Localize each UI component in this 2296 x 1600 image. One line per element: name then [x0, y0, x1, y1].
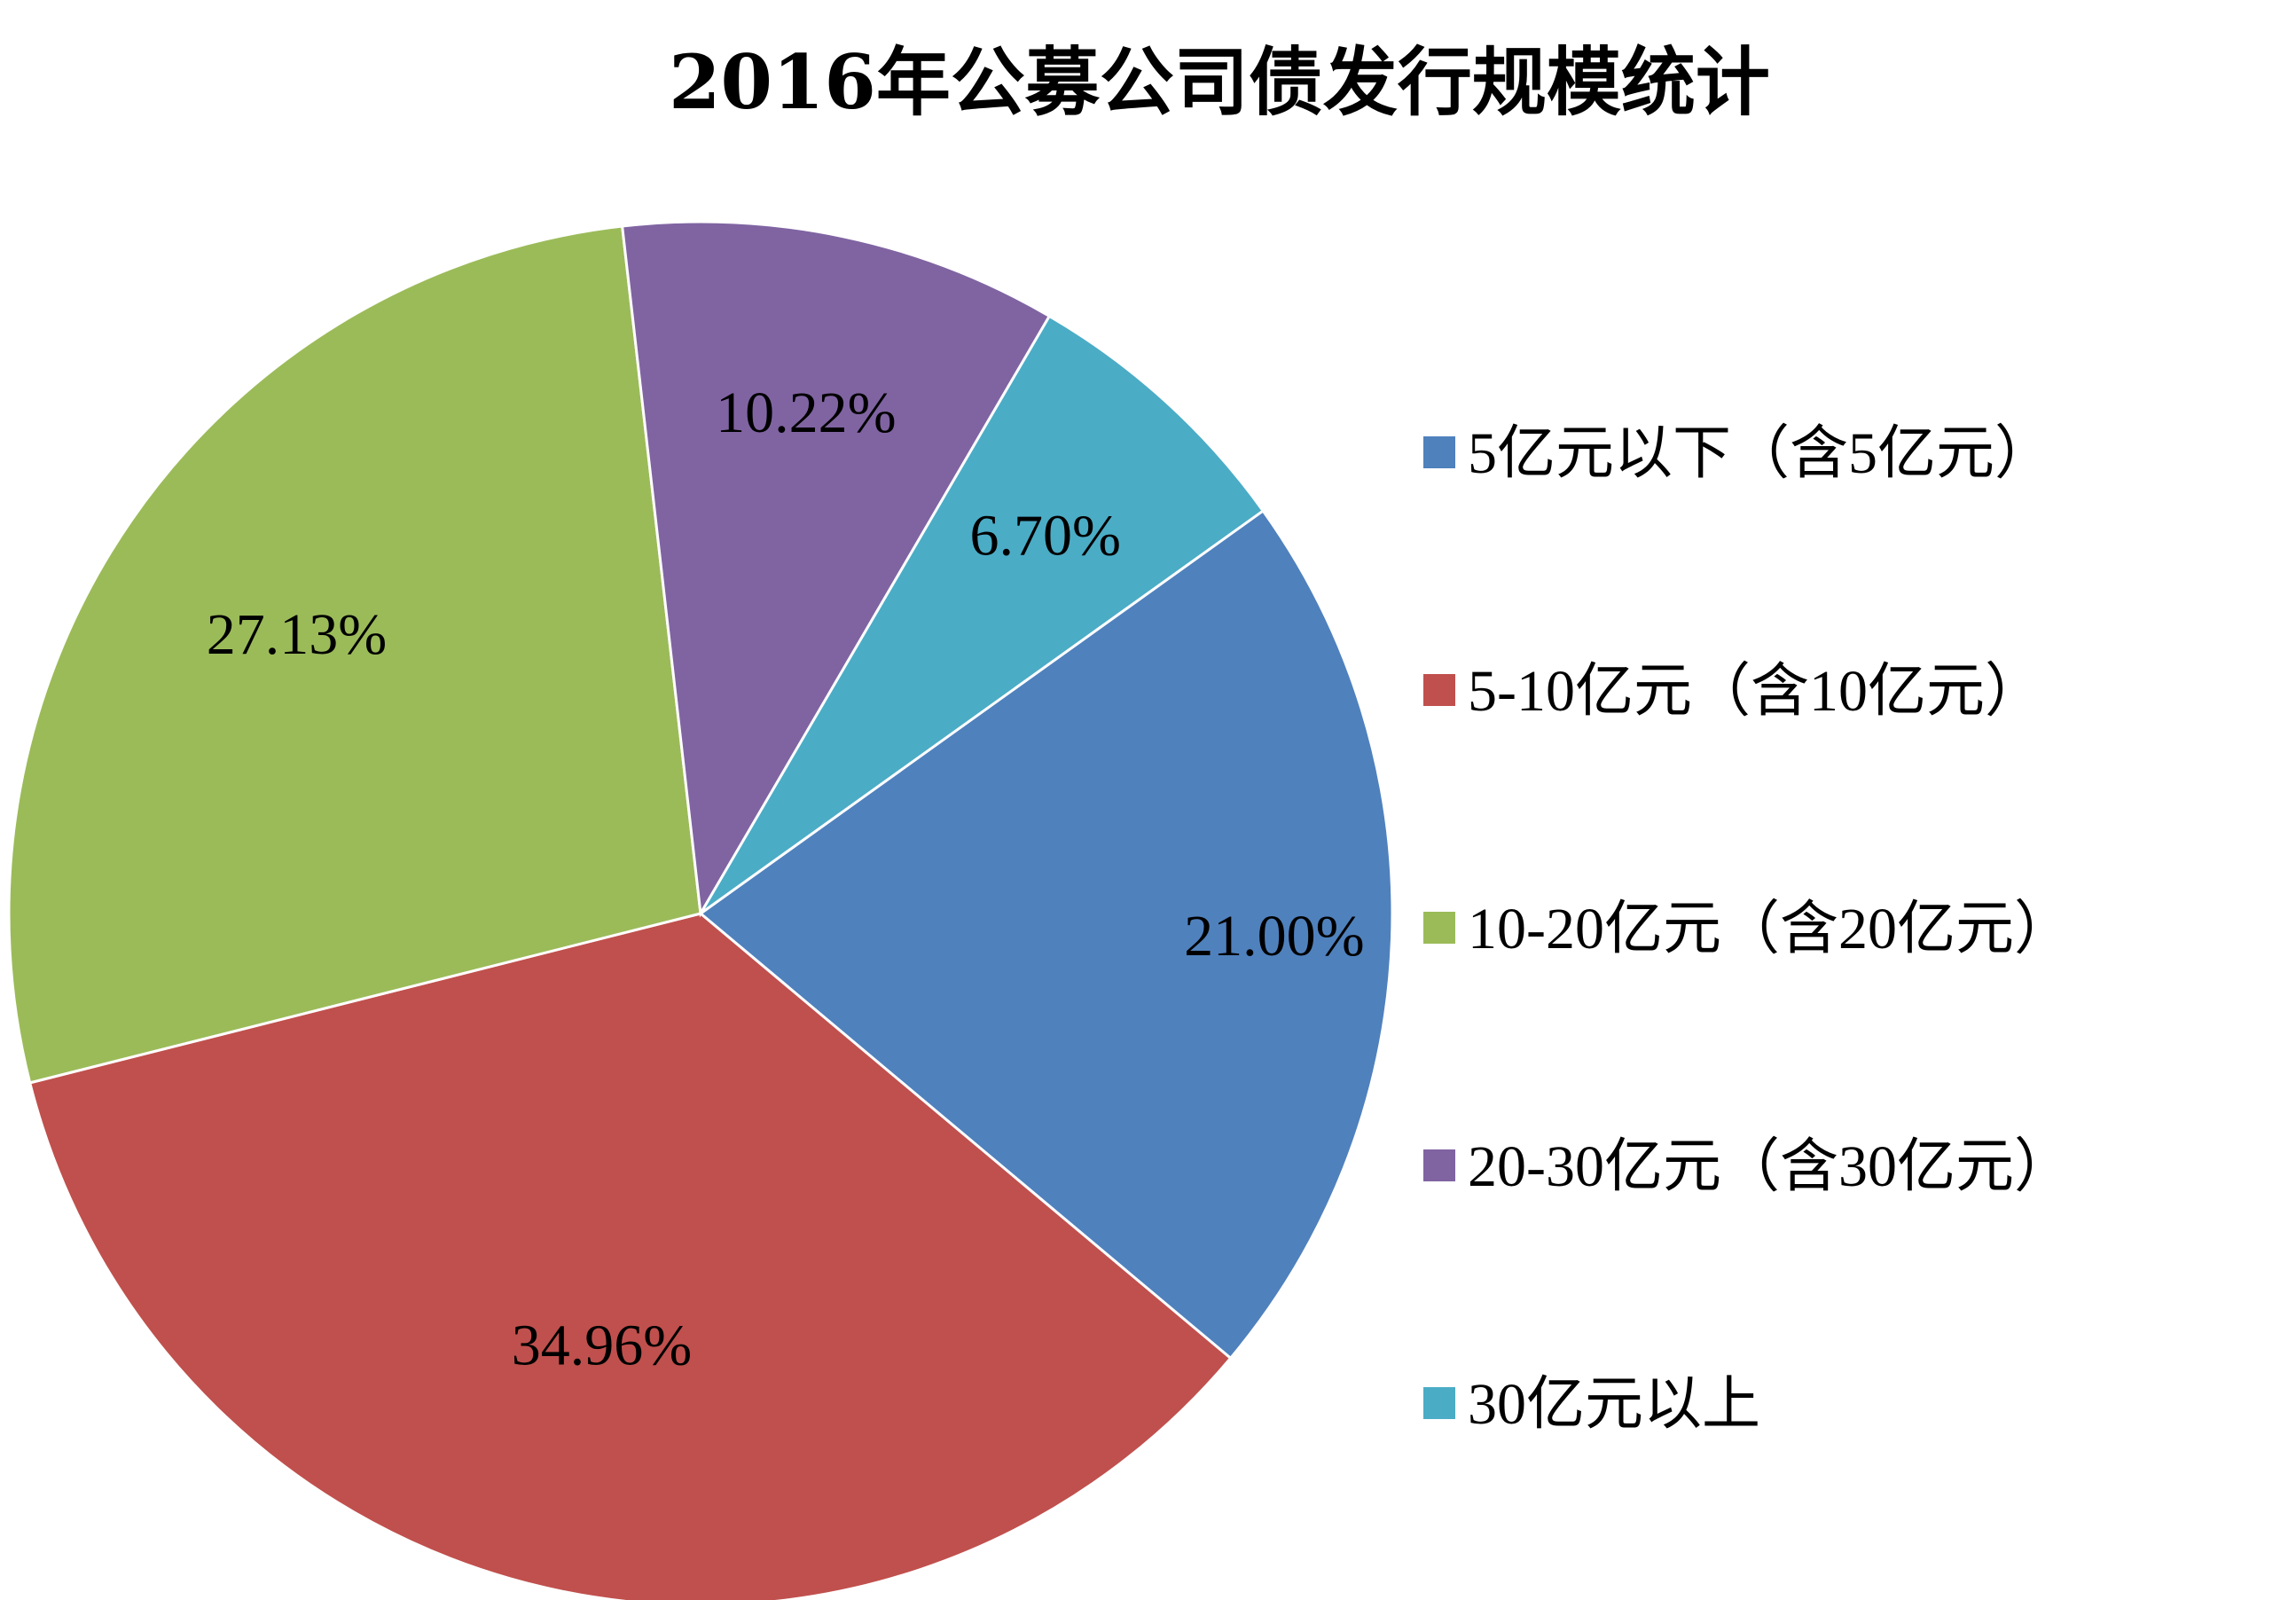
data-label-4: 10.22% [716, 380, 896, 445]
legend-label: 5亿元以下（含5亿元） [1468, 421, 2053, 486]
data-label-1: 21.00% [1184, 904, 1364, 969]
chart-title: 2016年公募公司债发行规模统计 [669, 38, 1770, 126]
pie-slice-4 [620, 220, 1052, 918]
pie-slice-2 [27, 912, 1233, 1600]
legend-item-2: 5-10亿元（含10亿元） [1423, 659, 2043, 724]
pie-slices [7, 220, 1394, 1600]
legend-label: 5-10亿元（含10亿元） [1468, 659, 2043, 724]
legend: 5亿元以下（含5亿元） 5-10亿元（含10亿元） 10-20亿元（含20亿元） 20… [1423, 421, 2073, 1437]
pie-data-labels: 21.00% 34.96% 27.13% 10.22% 6.70% [207, 380, 1365, 1377]
legend-item-3: 10-20亿元（含20亿元） [1423, 897, 2073, 961]
legend-label: 30亿元以上 [1468, 1372, 1760, 1437]
data-label-3: 27.13% [207, 602, 387, 667]
legend-item-5: 30亿元以上 [1423, 1372, 1760, 1437]
legend-label: 10-20亿元（含20亿元） [1468, 897, 2073, 961]
legend-swatch [1423, 1387, 1455, 1419]
legend-swatch [1423, 436, 1455, 468]
data-label-2: 34.96% [512, 1314, 692, 1378]
pie-slice-3 [7, 224, 702, 1085]
legend-swatch [1423, 912, 1455, 944]
legend-item-1: 5亿元以下（含5亿元） [1423, 421, 2053, 486]
pie-slice-5 [699, 314, 1266, 915]
data-label-5: 6.70% [970, 503, 1121, 568]
legend-item-4: 20-30亿元（含30亿元） [1423, 1134, 2073, 1199]
legend-swatch [1423, 674, 1455, 706]
pie-slice-1 [698, 508, 1394, 1361]
legend-label: 20-30亿元（含30亿元） [1468, 1134, 2073, 1199]
legend-swatch [1423, 1149, 1455, 1181]
